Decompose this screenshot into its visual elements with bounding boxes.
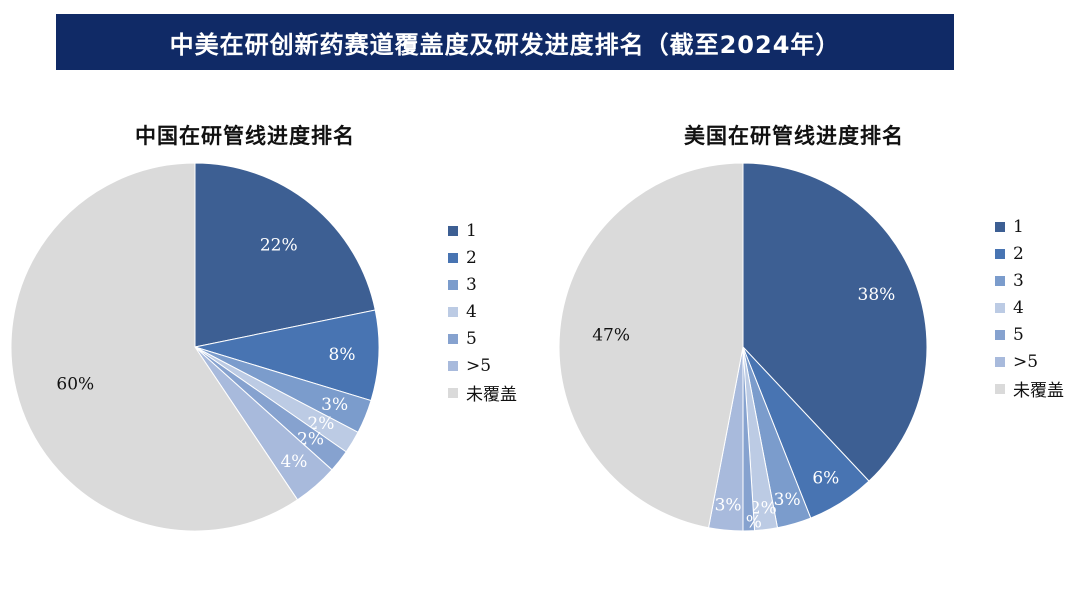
china-pie-slice-rank1 xyxy=(194,162,376,348)
china-legend-label: 2 xyxy=(466,247,477,268)
china-legend-swatch xyxy=(448,360,458,371)
us-legend-label: 3 xyxy=(1013,270,1024,291)
china-pie-data-label: 60% xyxy=(56,374,94,394)
china-legend-swatch xyxy=(448,279,458,290)
china-pie-slice-uncovered xyxy=(10,162,299,532)
us-legend-item: 1 xyxy=(995,213,1064,240)
us-chart-title: 美国在研管线进度排名 xyxy=(684,123,904,148)
us-legend-item: 3 xyxy=(995,267,1064,294)
us-legend-label: 未覆盖 xyxy=(1013,381,1064,401)
us-pie-slice-rank1 xyxy=(742,162,928,482)
china-legend-swatch xyxy=(448,225,458,236)
us-pie-data-label: 47% xyxy=(592,326,630,346)
china-legend-swatch xyxy=(448,333,458,344)
report-title: 中美在研创新药赛道覆盖度及研发进度排名（截至2024年） xyxy=(169,30,841,59)
china-pie-data-label: 22% xyxy=(260,235,298,255)
us-legend-swatch xyxy=(995,275,1005,286)
china-legend-item: 4 xyxy=(448,298,517,325)
report-banner: 中美在研创新药赛道覆盖度及研发进度排名（截至2024年） xyxy=(56,14,954,70)
china-legend-swatch xyxy=(448,306,458,317)
us-legend-label: 5 xyxy=(1013,324,1024,345)
us-legend-swatch xyxy=(995,383,1005,394)
us-legend-swatch xyxy=(995,248,1005,259)
china-legend-item: 未覆盖 xyxy=(448,379,517,406)
china-pie-slice-rank2 xyxy=(194,309,380,402)
china-legend-swatch xyxy=(448,252,458,263)
china-pie-data-label: 3% xyxy=(321,395,348,415)
us-pie-data-label: 38% xyxy=(858,285,896,305)
us-pie-data-label: 3% xyxy=(715,496,742,516)
us-legend-swatch xyxy=(995,356,1005,367)
china-legend-label: 1 xyxy=(466,220,477,241)
china-legend-item: 2 xyxy=(448,244,517,271)
us-chart-legend: 1 2 3 4 5 >5 未覆盖 xyxy=(995,213,1064,402)
china-legend-label: 未覆盖 xyxy=(466,385,517,405)
us-legend-label: 4 xyxy=(1013,297,1024,318)
us-legend-item: 2 xyxy=(995,240,1064,267)
us-legend-item: 5 xyxy=(995,321,1064,348)
us-legend-swatch xyxy=(995,221,1005,232)
us-legend-label: 1 xyxy=(1013,216,1024,237)
china-legend-item: 1 xyxy=(448,217,517,244)
china-legend-label: 3 xyxy=(466,274,477,295)
china-legend-item: 3 xyxy=(448,271,517,298)
us-legend-item: 未覆盖 xyxy=(995,375,1064,402)
china-legend-item: 5 xyxy=(448,325,517,352)
us-legend-label: 2 xyxy=(1013,243,1024,264)
china-legend-swatch xyxy=(448,387,458,398)
china-chart-title: 中国在研管线进度排名 xyxy=(135,123,355,148)
china-pie-data-label: 8% xyxy=(329,345,356,365)
china-chart-legend: 1 2 3 4 5 >5 未覆盖 xyxy=(448,217,517,406)
china-legend-label: >5 xyxy=(466,355,492,376)
china-legend-item: >5 xyxy=(448,352,517,379)
china-pie-data-label: 4% xyxy=(280,452,307,472)
us-legend-item: 4 xyxy=(995,294,1064,321)
us-pie-data-label: 6% xyxy=(812,468,839,488)
us-legend-swatch xyxy=(995,329,1005,340)
china-legend-label: 4 xyxy=(466,301,477,322)
china-legend-label: 5 xyxy=(466,328,477,349)
us-pie-data-label: 3% xyxy=(774,490,801,510)
us-legend-label: >5 xyxy=(1013,351,1039,372)
us-legend-swatch xyxy=(995,302,1005,313)
us-legend-item: >5 xyxy=(995,348,1064,375)
us-pie-slice-uncovered xyxy=(558,162,744,529)
us-pie-data-label: 2% xyxy=(750,499,777,519)
